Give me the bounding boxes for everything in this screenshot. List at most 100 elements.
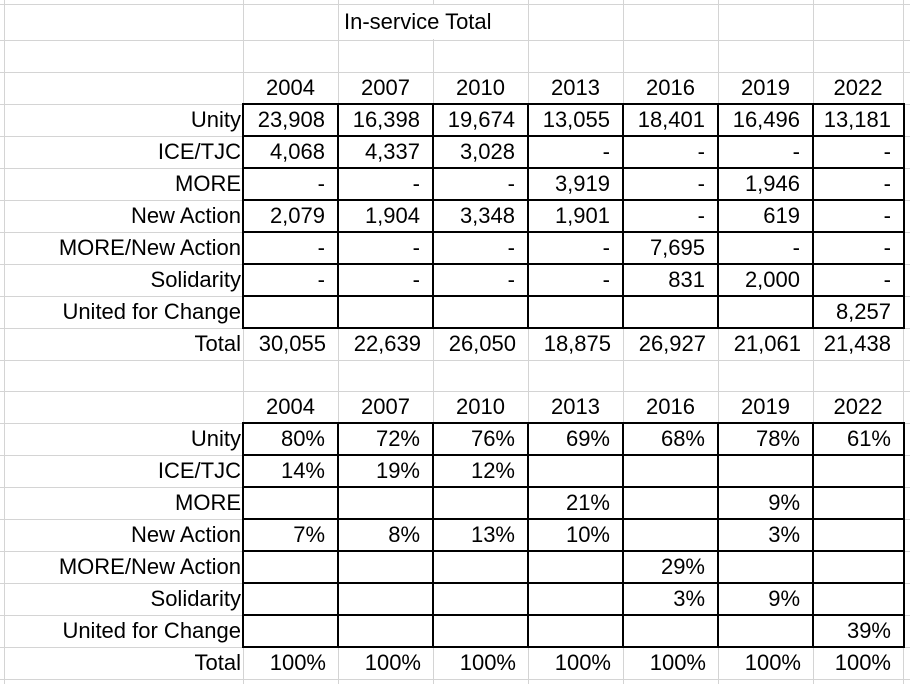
count-cell[interactable]: 13,181 — [812, 103, 905, 137]
count-cell[interactable]: - — [622, 135, 719, 169]
percent-cell[interactable]: 7% — [242, 518, 339, 552]
percent-cell[interactable] — [432, 550, 529, 584]
percent-cell[interactable]: 10% — [527, 518, 624, 552]
count-cell[interactable]: - — [432, 167, 529, 201]
count-cell[interactable]: - — [812, 199, 905, 233]
year-header-cell[interactable]: 2019 — [741, 75, 790, 100]
year-header-cell[interactable]: 2016 — [646, 394, 695, 419]
percent-cell[interactable] — [812, 454, 905, 488]
percent-cell[interactable]: 21% — [527, 486, 624, 520]
count-cell[interactable]: 23,908 — [242, 103, 339, 137]
year-header-cell[interactable]: 2004 — [266, 394, 315, 419]
percent-cell[interactable]: 9% — [717, 486, 814, 520]
percent-cell[interactable]: 3% — [717, 518, 814, 552]
count-cell[interactable]: 16,398 — [337, 103, 434, 137]
percent-cell[interactable] — [622, 614, 719, 648]
count-cell[interactable] — [622, 295, 719, 329]
count-cell[interactable]: 3,348 — [432, 199, 529, 233]
percent-cell[interactable]: 80% — [242, 422, 339, 456]
count-cell[interactable]: 19,674 — [432, 103, 529, 137]
count-cell[interactable]: - — [527, 135, 624, 169]
total-value-cell[interactable]: 100% — [364, 650, 421, 675]
year-header-cell[interactable]: 2013 — [551, 394, 600, 419]
percent-cell[interactable] — [812, 550, 905, 584]
year-header-cell[interactable]: 2019 — [741, 394, 790, 419]
count-cell[interactable]: - — [812, 263, 905, 297]
percent-cell[interactable] — [527, 550, 624, 584]
row-label-cell[interactable]: United for Change — [62, 618, 241, 643]
row-label-cell[interactable]: ICE/TJC — [157, 458, 241, 483]
count-cell[interactable]: 3,919 — [527, 167, 624, 201]
count-cell[interactable]: - — [812, 231, 905, 265]
year-header-cell[interactable]: 2022 — [833, 75, 883, 100]
row-label-cell[interactable]: New Action — [130, 522, 241, 547]
count-cell[interactable]: - — [622, 199, 719, 233]
count-cell[interactable]: - — [717, 135, 814, 169]
percent-cell[interactable]: 39% — [812, 614, 905, 648]
percent-cell[interactable] — [432, 486, 529, 520]
percent-cell[interactable]: 78% — [717, 422, 814, 456]
total-value-cell[interactable]: 100% — [744, 650, 801, 675]
percent-cell[interactable] — [337, 550, 434, 584]
percent-cell[interactable] — [527, 614, 624, 648]
count-cell[interactable]: - — [527, 231, 624, 265]
count-cell[interactable]: 2,079 — [242, 199, 339, 233]
percent-cell[interactable] — [527, 454, 624, 488]
total-value-cell[interactable]: 22,639 — [353, 331, 421, 356]
percent-cell[interactable] — [717, 550, 814, 584]
total-value-cell[interactable]: 30,055 — [258, 331, 326, 356]
percent-cell[interactable] — [812, 582, 905, 616]
count-cell[interactable]: 4,068 — [242, 135, 339, 169]
percent-cell[interactable] — [242, 614, 339, 648]
total-value-cell[interactable]: 100% — [269, 650, 326, 675]
total-value-cell[interactable]: 21,061 — [733, 331, 801, 356]
sheet-title-cell[interactable]: In-service Total — [339, 5, 527, 39]
count-cell[interactable]: 4,337 — [337, 135, 434, 169]
percent-cell[interactable] — [242, 550, 339, 584]
total-value-cell[interactable]: 100% — [554, 650, 611, 675]
percent-cell[interactable]: 12% — [432, 454, 529, 488]
total-value-cell[interactable]: 26,050 — [448, 331, 516, 356]
percent-cell[interactable] — [717, 614, 814, 648]
percent-cell[interactable]: 29% — [622, 550, 719, 584]
count-cell[interactable]: 18,401 — [622, 103, 719, 137]
count-cell[interactable]: - — [812, 167, 905, 201]
percent-cell[interactable]: 8% — [337, 518, 434, 552]
total-label-cell[interactable]: Total — [194, 331, 241, 356]
total-value-cell[interactable]: 100% — [649, 650, 706, 675]
percent-cell[interactable]: 72% — [337, 422, 434, 456]
percent-cell[interactable] — [622, 518, 719, 552]
total-value-cell[interactable]: 100% — [459, 650, 516, 675]
year-header-cell[interactable]: 2010 — [456, 75, 505, 100]
percent-cell[interactable] — [337, 486, 434, 520]
row-label-cell[interactable]: MORE/New Action — [58, 554, 241, 579]
year-header-cell[interactable]: 2016 — [646, 75, 695, 100]
percent-cell[interactable]: 61% — [812, 422, 905, 456]
count-cell[interactable] — [337, 295, 434, 329]
count-cell[interactable] — [717, 295, 814, 329]
year-header-cell[interactable]: 2004 — [266, 75, 315, 100]
year-header-cell[interactable]: 2007 — [361, 75, 410, 100]
percent-cell[interactable] — [812, 518, 905, 552]
percent-cell[interactable] — [432, 614, 529, 648]
row-label-cell[interactable]: Solidarity — [150, 586, 241, 611]
count-cell[interactable]: 3,028 — [432, 135, 529, 169]
percent-cell[interactable] — [527, 582, 624, 616]
row-label-cell[interactable]: Unity — [190, 426, 241, 451]
year-header-cell[interactable]: 2022 — [833, 394, 883, 419]
count-cell[interactable]: - — [242, 263, 339, 297]
count-cell[interactable]: - — [242, 167, 339, 201]
row-label-cell[interactable]: ICE/TJC — [157, 139, 241, 164]
percent-cell[interactable]: 19% — [337, 454, 434, 488]
row-label-cell[interactable]: New Action — [130, 203, 241, 228]
count-cell[interactable]: 1,901 — [527, 199, 624, 233]
percent-cell[interactable]: 13% — [432, 518, 529, 552]
percent-cell[interactable]: 69% — [527, 422, 624, 456]
percent-cell[interactable]: 76% — [432, 422, 529, 456]
count-cell[interactable]: - — [337, 167, 434, 201]
count-cell[interactable]: 16,496 — [717, 103, 814, 137]
count-cell[interactable]: 619 — [717, 199, 814, 233]
count-cell[interactable]: 1,946 — [717, 167, 814, 201]
percent-cell[interactable]: 9% — [717, 582, 814, 616]
count-cell[interactable]: 2,000 — [717, 263, 814, 297]
